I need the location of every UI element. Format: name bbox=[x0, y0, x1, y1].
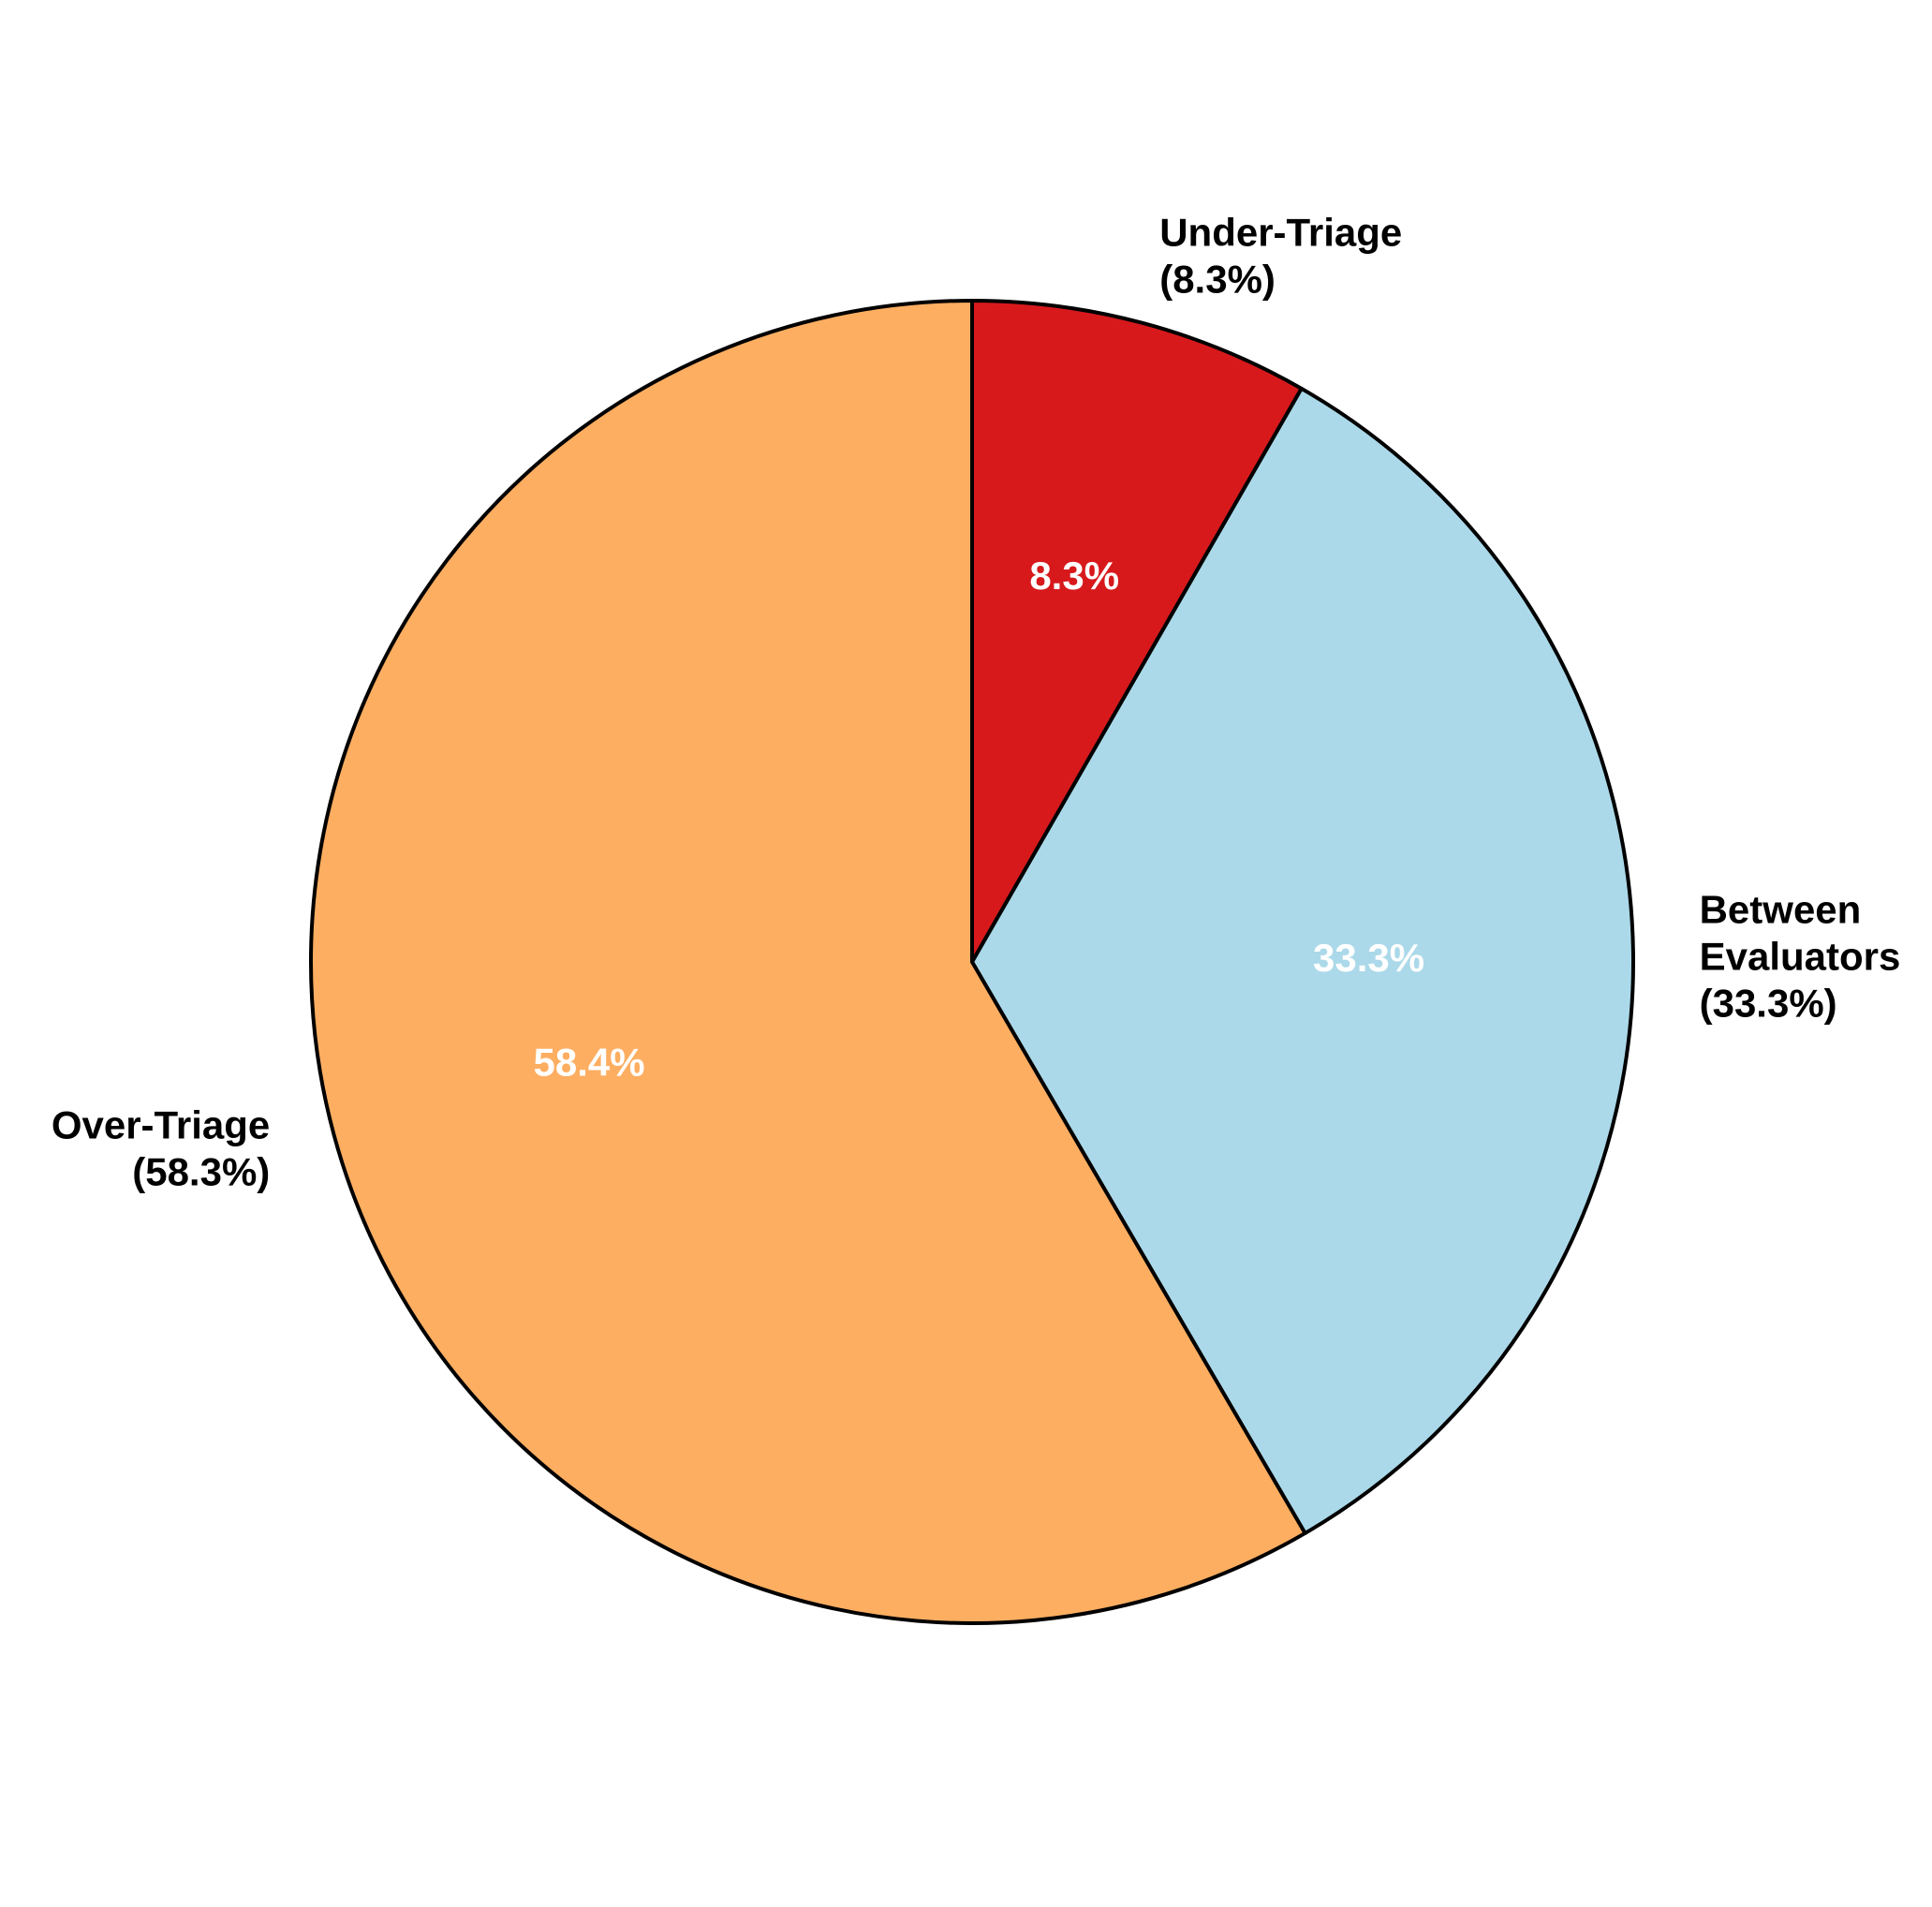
slice-label: Over-Triage bbox=[52, 1103, 270, 1147]
slice-value-label: 33.3% bbox=[1313, 936, 1424, 980]
slice-label: Under-Triage bbox=[1159, 211, 1402, 255]
slice-value-label: 58.4% bbox=[534, 1041, 645, 1085]
slice-label: Evaluators bbox=[1700, 935, 1901, 979]
slice-label: (33.3%) bbox=[1700, 982, 1837, 1026]
pie-slice bbox=[970, 386, 1635, 1535]
slice-label: (8.3%) bbox=[1159, 258, 1276, 302]
slice-value-label: 8.3% bbox=[1029, 554, 1119, 598]
slice-label: (58.3%) bbox=[132, 1150, 270, 1194]
slice-label: Between bbox=[1700, 888, 1862, 932]
pie-slice bbox=[309, 299, 1307, 1625]
pie-slice bbox=[970, 299, 1304, 964]
